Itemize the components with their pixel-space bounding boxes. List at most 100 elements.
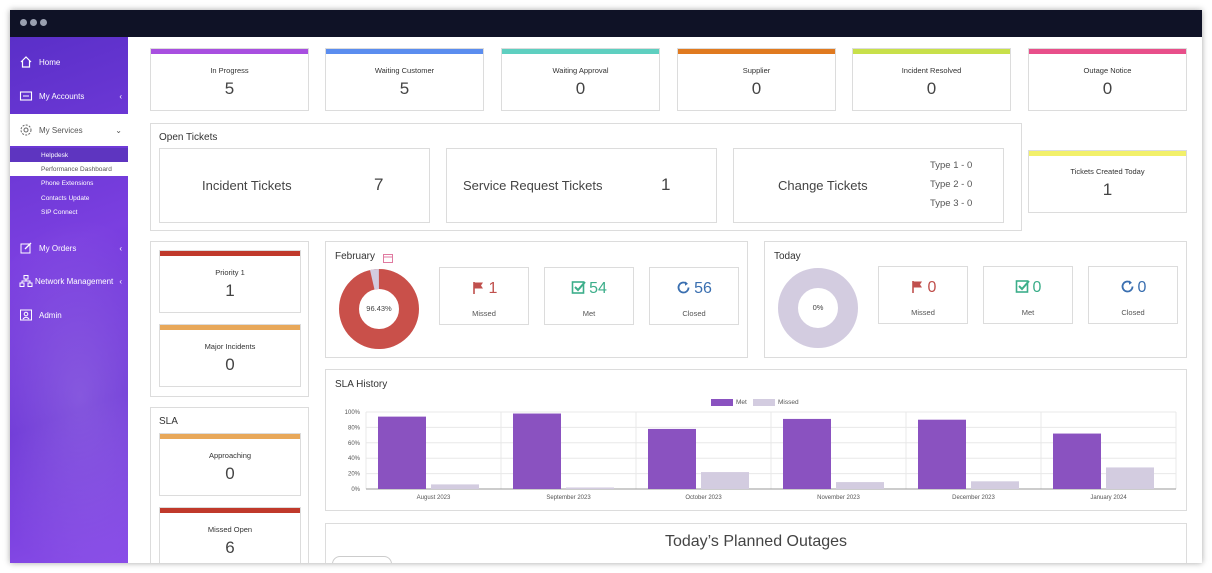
bar-met[interactable] [378, 416, 426, 489]
y-tick-label: 60% [348, 441, 361, 447]
status-card-title: Incident Resolved [901, 66, 962, 75]
missed-open-title: Missed Open [207, 525, 253, 534]
subitem-phone-extensions[interactable]: Phone Extensions [41, 179, 94, 187]
bar-missed[interactable] [431, 484, 479, 489]
card-accent-bar [678, 49, 835, 54]
status-card-value: 0 [926, 79, 937, 98]
missed-open-card[interactable]: Missed Open 6 [159, 507, 301, 563]
subitem-helpdesk[interactable]: Helpdesk [10, 148, 128, 162]
stat-value-row: 0 [879, 279, 967, 297]
priority-1-card[interactable]: Priority 1 1 [159, 250, 301, 313]
planned-outages-panel: Today’s Planned Outages [325, 523, 1187, 563]
sidebar-item-my-orders[interactable]: My Orders ‹ [10, 233, 128, 263]
today-missed-card[interactable]: 0 Missed [878, 266, 968, 324]
status-card-supplier[interactable]: Supplier 0 [677, 48, 836, 111]
status-card-in-progress[interactable]: In Progress 5 [150, 48, 309, 111]
status-card-value: 0 [1102, 79, 1113, 98]
today-title: Today [774, 251, 801, 262]
open-tickets-panel: Open Tickets Incident Tickets 7 Service … [150, 123, 1022, 231]
service-request-tickets-card[interactable]: Service Request Tickets 1 [446, 148, 717, 223]
change-type-3: Type 3 - 0 [930, 198, 973, 209]
priority-1-title: Priority 1 [215, 268, 245, 277]
x-tick-label: September 2023 [546, 495, 591, 501]
refresh-icon [1121, 280, 1133, 293]
sla-history-chart: 100% 80% 60% 40% 20% 0% August 2023 September 2… [345, 410, 1177, 501]
calendar-icon[interactable] [382, 252, 394, 264]
change-tickets-card[interactable]: Change Tickets Type 1 - 0 Type 2 - 0 Typ… [733, 148, 1004, 223]
legend-label: Missed [778, 399, 799, 406]
today-met-card[interactable]: 0 Met [983, 266, 1073, 324]
february-met-card[interactable]: 54 Met [544, 267, 634, 325]
status-card-title: Outage Notice [1083, 66, 1132, 75]
status-card-outage-notice[interactable]: Outage Notice 0 [1028, 48, 1187, 111]
service-request-tickets-value: 1 [661, 175, 671, 194]
february-donut [339, 269, 419, 349]
gear-icon [20, 124, 32, 136]
stat-value-row: 0 [1089, 279, 1177, 297]
outages-action-button[interactable] [332, 556, 392, 563]
status-card-value: 5 [224, 79, 235, 98]
bar-missed[interactable] [971, 481, 1019, 489]
bar-met[interactable] [513, 413, 561, 489]
bar-missed[interactable] [1106, 467, 1154, 489]
tickets-created-today-title: Tickets Created Today [1070, 167, 1145, 176]
sidebar-item-my-services[interactable]: My Services ⌄ [10, 114, 128, 146]
legend-swatch [711, 399, 733, 406]
subitem-performance-dashboard[interactable]: Performance Dashboard [10, 162, 128, 176]
card-accent-bar [160, 508, 300, 513]
title-bar [10, 10, 1202, 37]
status-card-waiting-customer[interactable]: Waiting Customer 5 [325, 48, 484, 111]
stat-value-row: 54 [545, 280, 633, 298]
y-tick-label: 100% [345, 410, 361, 416]
major-incidents-card[interactable]: Major Incidents 0 [159, 324, 301, 387]
february-closed-card[interactable]: 56 Closed [649, 267, 739, 325]
status-card-incident-resolved[interactable]: Incident Resolved 0 [852, 48, 1011, 111]
subitem-contacts-update[interactable]: Contacts Update [41, 194, 90, 202]
bar-missed[interactable] [701, 472, 749, 489]
sidebar-item-label: My Orders [39, 243, 77, 253]
card-accent-bar [1029, 151, 1186, 156]
network-icon [19, 275, 33, 287]
status-card-title: In Progress [210, 66, 249, 75]
february-missed-card[interactable]: 1 Missed [439, 267, 529, 325]
sidebar-item-network-management[interactable]: Network Management ‹ [10, 266, 128, 296]
window-dot[interactable] [40, 19, 47, 26]
bar-met[interactable] [648, 428, 696, 489]
approaching-card[interactable]: Approaching 0 [159, 433, 301, 496]
today-closed-card[interactable]: 0 Closed [1088, 266, 1178, 324]
subitem-sip-connect[interactable]: SIP Connect [41, 208, 78, 216]
accounts-icon [19, 91, 33, 101]
stat-value: 56 [694, 280, 712, 297]
stat-value: 0 [927, 279, 937, 296]
stat-value: 1 [488, 280, 498, 297]
february-title: February [335, 251, 376, 262]
sidebar-item-admin[interactable]: Admin [10, 300, 128, 330]
donut-met-segment [339, 269, 419, 349]
bar-missed[interactable] [836, 482, 884, 489]
stat-value: 54 [589, 280, 607, 297]
incident-tickets-card[interactable]: Incident Tickets 7 [159, 148, 430, 223]
status-card-value: 0 [751, 79, 762, 98]
bar-missed[interactable] [566, 487, 614, 489]
tickets-created-today-card[interactable]: Tickets Created Today 1 [1028, 150, 1187, 213]
bar-met[interactable] [783, 418, 831, 489]
sla-title: SLA [159, 416, 178, 427]
incident-tickets-label: Incident Tickets [202, 178, 292, 193]
bar-met[interactable] [1053, 433, 1101, 489]
status-card-title: Waiting Approval [552, 66, 609, 75]
window-dot[interactable] [20, 19, 27, 26]
check-icon [571, 281, 586, 294]
edit-icon [20, 242, 32, 254]
card-accent-bar [160, 325, 300, 330]
card-accent-bar [151, 49, 308, 54]
sidebar-item-my-accounts[interactable]: My Accounts ‹ [10, 81, 128, 111]
status-card-waiting-approval[interactable]: Waiting Approval 0 [501, 48, 660, 111]
sidebar-item-home[interactable]: Home [10, 47, 128, 77]
window-dot[interactable] [30, 19, 37, 26]
sidebar-item-label: Admin [39, 310, 62, 320]
card-accent-bar [160, 251, 300, 256]
today-donut-label: 0% [812, 303, 824, 312]
x-tick-label: January 2024 [1090, 495, 1127, 501]
major-incidents-value: 0 [225, 355, 235, 374]
bar-met[interactable] [918, 419, 966, 489]
